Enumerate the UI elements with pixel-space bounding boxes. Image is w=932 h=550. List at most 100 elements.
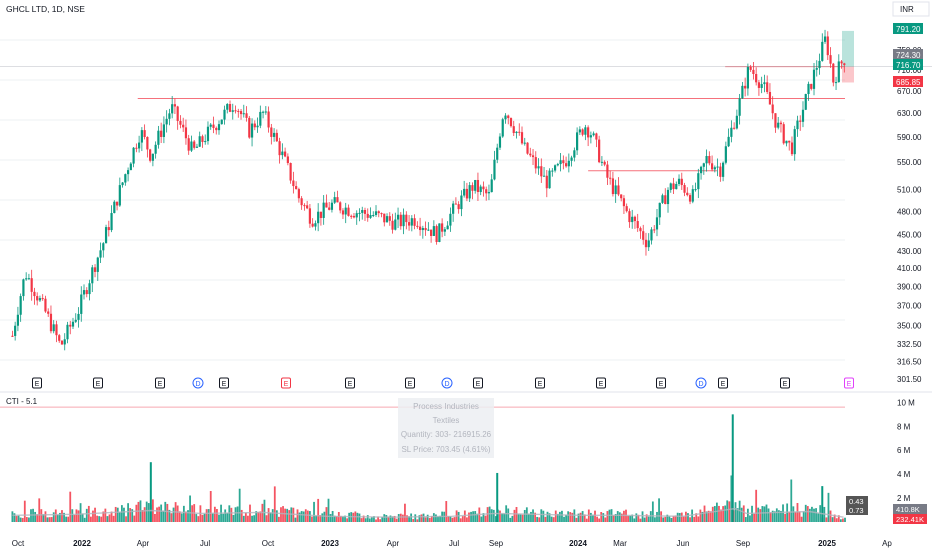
volume-bar bbox=[247, 515, 249, 522]
candle-body bbox=[548, 170, 551, 189]
volume-bar bbox=[397, 514, 400, 522]
volume-bar bbox=[54, 509, 57, 522]
candle-body bbox=[771, 104, 774, 114]
candle-body bbox=[793, 129, 796, 155]
candle-body bbox=[452, 203, 455, 214]
event-marker-label: E bbox=[222, 381, 227, 388]
volume-bar bbox=[13, 513, 16, 522]
event-marker-label: E bbox=[158, 381, 163, 388]
x-tick-label: 2025 bbox=[818, 539, 836, 548]
volume-bar bbox=[755, 489, 758, 522]
candle-body bbox=[741, 85, 744, 99]
event-marker-label: D bbox=[444, 381, 449, 388]
volume-bar bbox=[658, 498, 660, 522]
volume-bar bbox=[162, 510, 165, 522]
candle-body bbox=[162, 124, 166, 137]
volume-bar bbox=[749, 515, 751, 522]
volume-bar bbox=[798, 511, 801, 522]
candle-body bbox=[474, 179, 477, 191]
volume-bar bbox=[108, 514, 111, 522]
candle-body bbox=[63, 339, 66, 345]
candle-body bbox=[248, 117, 251, 138]
volume-bar bbox=[612, 515, 615, 522]
grid bbox=[0, 39, 932, 393]
volume-bar bbox=[639, 518, 642, 522]
volume-badge-label: 232.41K bbox=[896, 515, 924, 524]
earnings-marker bbox=[155, 377, 165, 389]
candle-body bbox=[289, 163, 292, 181]
volume-bar bbox=[201, 514, 204, 522]
volume-bar bbox=[802, 511, 805, 522]
y-tick-label: 710.00 bbox=[897, 66, 922, 75]
event-marker-label: D bbox=[195, 381, 200, 388]
volume-bar bbox=[602, 513, 605, 522]
volume-bar bbox=[180, 513, 183, 522]
volume-bar bbox=[375, 519, 377, 522]
price-badge-label: 685.85 bbox=[896, 78, 921, 87]
volume-bar bbox=[170, 513, 173, 522]
candle-body bbox=[47, 311, 50, 314]
volume-bar bbox=[257, 511, 260, 522]
volume-bar bbox=[542, 510, 545, 522]
candle-body bbox=[143, 130, 146, 138]
volume-bar bbox=[286, 508, 289, 522]
candle-body bbox=[30, 278, 33, 292]
volume-bar bbox=[207, 509, 210, 522]
volume-bar bbox=[71, 509, 74, 522]
candle-body bbox=[727, 136, 730, 147]
volume-bar bbox=[827, 492, 830, 522]
volume-bar bbox=[102, 511, 105, 522]
candle-body bbox=[33, 291, 36, 297]
volume-bar bbox=[280, 507, 282, 522]
x-tick-label: Oct bbox=[12, 539, 25, 548]
volume-bar bbox=[563, 516, 565, 522]
volume-bar bbox=[263, 499, 266, 522]
currency-label: INR bbox=[900, 5, 914, 14]
candle-body bbox=[380, 213, 383, 215]
candle-body bbox=[410, 218, 413, 226]
candle-body bbox=[482, 186, 485, 190]
volume-bar bbox=[532, 509, 534, 522]
volume-bar bbox=[691, 509, 694, 522]
earnings-marker bbox=[473, 377, 483, 389]
volume-bar bbox=[763, 506, 766, 522]
candle-body bbox=[507, 115, 510, 119]
volume-bar bbox=[701, 511, 704, 522]
candle-body bbox=[179, 120, 182, 125]
candle-body bbox=[438, 223, 441, 243]
volume-bar bbox=[313, 501, 315, 522]
volume-layer bbox=[11, 414, 846, 522]
y-tick-label: 430.00 bbox=[897, 247, 922, 256]
volume-bar bbox=[459, 518, 462, 522]
volume-bar bbox=[137, 501, 140, 522]
volume-bar bbox=[548, 513, 551, 522]
candle-body bbox=[270, 127, 273, 137]
candle-body bbox=[215, 127, 218, 131]
volume-bar bbox=[835, 518, 838, 522]
volume-bar bbox=[660, 511, 663, 522]
candle-body bbox=[463, 188, 466, 196]
volume-bar bbox=[837, 515, 840, 522]
candle-body bbox=[653, 229, 656, 231]
candle-body bbox=[261, 111, 265, 113]
volume-bar bbox=[267, 508, 270, 522]
candle-body bbox=[160, 130, 163, 137]
candle-body bbox=[449, 213, 452, 226]
volume-bar bbox=[271, 509, 274, 522]
symbol-title[interactable]: GHCL LTD, 1D, NSE bbox=[6, 4, 85, 14]
volume-bar bbox=[499, 510, 501, 522]
candle-body bbox=[812, 69, 816, 89]
candle-body bbox=[573, 150, 576, 158]
volume-bar bbox=[575, 517, 578, 522]
volume-bar bbox=[558, 511, 561, 522]
indicator-label[interactable]: CTI - 5.1 bbox=[6, 397, 38, 406]
currency-box[interactable] bbox=[892, 1, 930, 17]
volume-bar bbox=[668, 516, 671, 522]
volume-bar bbox=[594, 510, 596, 522]
candle-body bbox=[675, 184, 678, 190]
candle-body bbox=[220, 119, 223, 125]
event-marker-label: D bbox=[698, 381, 703, 388]
price-badge-label: 724.30 bbox=[896, 51, 921, 60]
